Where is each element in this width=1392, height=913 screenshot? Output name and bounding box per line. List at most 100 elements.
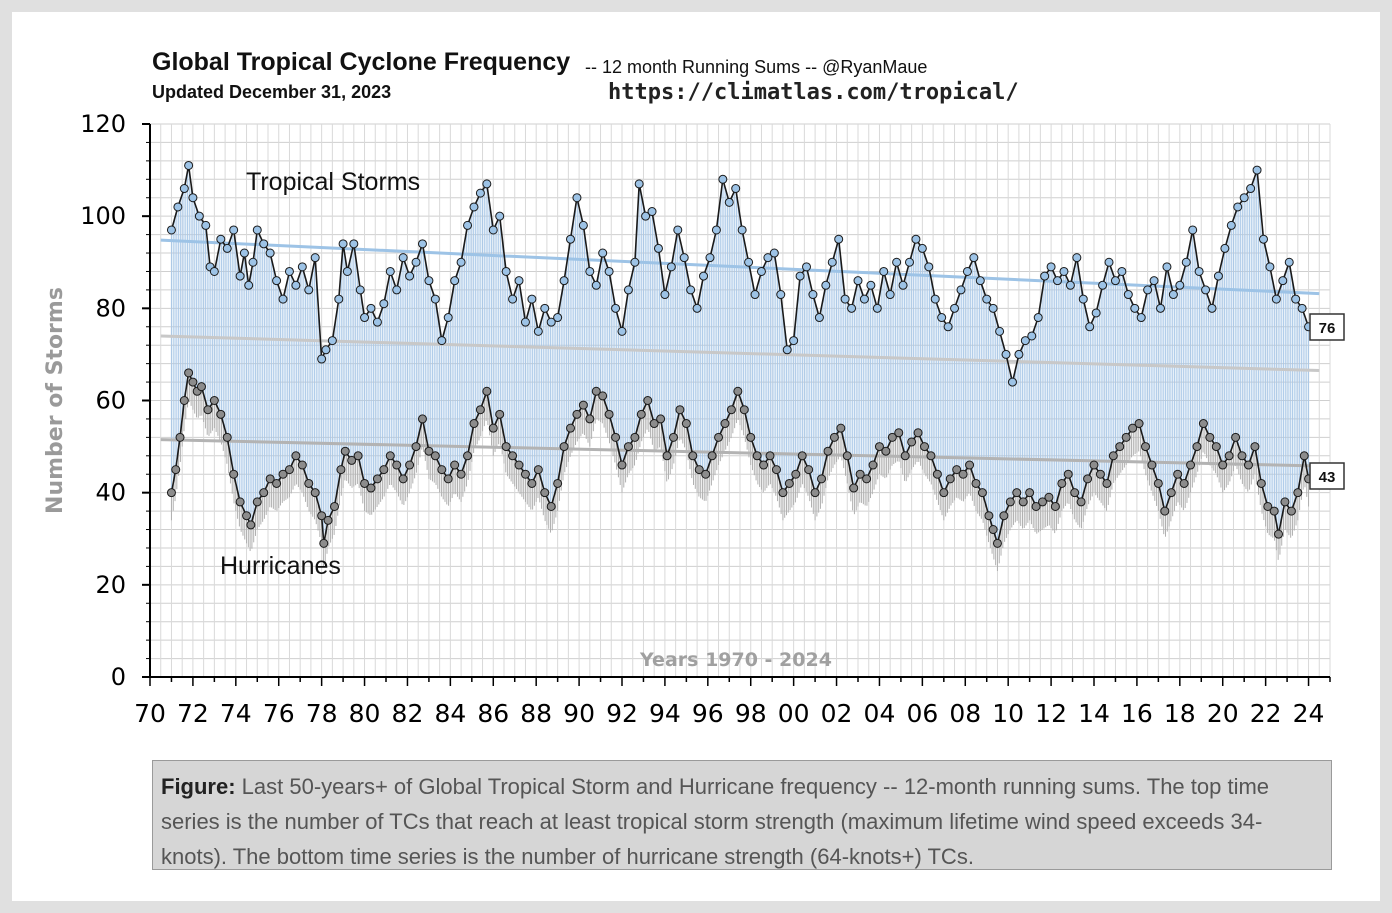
- storm-point: [1258, 234, 1268, 244]
- x-tick-label: 24: [1293, 699, 1325, 728]
- storm-latest-value: 76: [1319, 320, 1336, 337]
- storm-point: [1001, 349, 1011, 359]
- x-tick-label: 04: [864, 699, 896, 728]
- x-tick-label: 16: [1121, 699, 1153, 728]
- hurricane-point: [184, 368, 194, 378]
- hurricane-point: [405, 460, 415, 470]
- storm-latest-box: [1309, 313, 1345, 341]
- storm-point: [1053, 276, 1063, 286]
- hurricane-point: [566, 423, 576, 433]
- storm-point: [372, 317, 382, 327]
- hurricane-point: [1031, 501, 1041, 511]
- storm-point: [297, 262, 307, 272]
- hurricane-point: [1205, 432, 1215, 442]
- hurricane-point: [791, 469, 801, 479]
- storm-point: [1181, 257, 1191, 267]
- hurricane-point: [752, 451, 762, 461]
- storm-point: [1040, 271, 1050, 281]
- hurricane-point: [540, 488, 550, 498]
- x-tick-label: 82: [392, 699, 424, 728]
- storm-point: [533, 326, 543, 336]
- hurricane-point: [1063, 469, 1073, 479]
- storm-point: [611, 303, 621, 313]
- storm-point: [917, 243, 927, 253]
- storm-point: [898, 280, 908, 290]
- hurricane-point: [1018, 497, 1028, 507]
- hurricane-point: [469, 419, 479, 429]
- storm-point: [666, 262, 676, 272]
- hurricane-point: [1274, 529, 1284, 539]
- storm-point: [686, 285, 696, 295]
- storm-point: [209, 266, 219, 276]
- storm-point: [1284, 257, 1294, 267]
- hurricane-point: [965, 460, 975, 470]
- hurricane-point: [475, 405, 485, 415]
- storm-point: [1168, 290, 1178, 300]
- storm-point: [265, 248, 275, 258]
- x-tick-label: 18: [1164, 699, 1196, 728]
- hurricane-point: [463, 451, 473, 461]
- storm-point: [1239, 193, 1249, 203]
- storm-point: [904, 257, 914, 267]
- storm-point: [705, 253, 715, 263]
- storm-point: [1104, 257, 1114, 267]
- hurricane-point: [166, 488, 176, 498]
- storm-point: [744, 257, 754, 267]
- hurricane-point: [1269, 506, 1279, 516]
- hurricane-point: [958, 469, 968, 479]
- hurricane-point: [1293, 488, 1303, 498]
- hurricane-point: [330, 501, 340, 511]
- storm-point: [840, 294, 850, 304]
- hurricane-point: [188, 377, 198, 387]
- hurricane-point: [1198, 419, 1208, 429]
- hurricane-point: [862, 474, 872, 484]
- storm-point: [553, 313, 563, 323]
- storm-point: [1188, 225, 1198, 235]
- storm-point: [392, 285, 402, 295]
- storm-point: [969, 253, 979, 263]
- hurricane-point: [450, 460, 460, 470]
- storm-point: [814, 313, 824, 323]
- storm-point: [924, 262, 934, 272]
- hurricane-point: [668, 432, 678, 442]
- storm-point: [327, 336, 337, 346]
- hurricane-point: [520, 469, 530, 479]
- storm-point: [342, 266, 352, 276]
- storm-point: [1156, 303, 1166, 313]
- hurricane-point: [714, 432, 724, 442]
- storm-point: [718, 174, 728, 184]
- storm-point: [630, 257, 640, 267]
- hurricane-point: [1299, 451, 1309, 461]
- hurricane-point: [1070, 488, 1080, 498]
- storm-point: [540, 303, 550, 313]
- storm-point: [1098, 280, 1108, 290]
- storm-point: [885, 290, 895, 300]
- storm-point: [360, 313, 370, 323]
- chart-subtitle: -- 12 month Running Sums -- @RyanMaue: [585, 57, 928, 77]
- storm-point: [859, 294, 869, 304]
- hurricane-point: [598, 391, 608, 401]
- hurricane-point: [175, 432, 185, 442]
- storm-point: [495, 211, 505, 221]
- hurricane-point: [759, 460, 769, 470]
- storm-point: [1175, 280, 1185, 290]
- hurricane-point: [643, 396, 653, 405]
- storm-point: [943, 322, 953, 332]
- storm-point: [235, 271, 245, 281]
- hurricane-point: [585, 414, 595, 424]
- hurricane-point: [246, 520, 256, 530]
- hurricane-markers: [166, 368, 1314, 548]
- hurricane-point: [1166, 488, 1176, 498]
- storm-point: [1265, 262, 1275, 272]
- hurricane-point: [310, 488, 320, 498]
- hurricane-point: [945, 474, 955, 484]
- hurricane-point: [591, 386, 601, 396]
- hurricane-point: [829, 432, 839, 442]
- hurricane-point: [907, 437, 917, 447]
- hurricane-point: [360, 478, 370, 488]
- hurricane-point: [259, 488, 269, 498]
- storm-point: [450, 276, 460, 286]
- storm-point: [892, 257, 902, 267]
- source-url: https://climatlas.com/tropical/: [608, 80, 1019, 105]
- hurricane-point: [242, 511, 252, 521]
